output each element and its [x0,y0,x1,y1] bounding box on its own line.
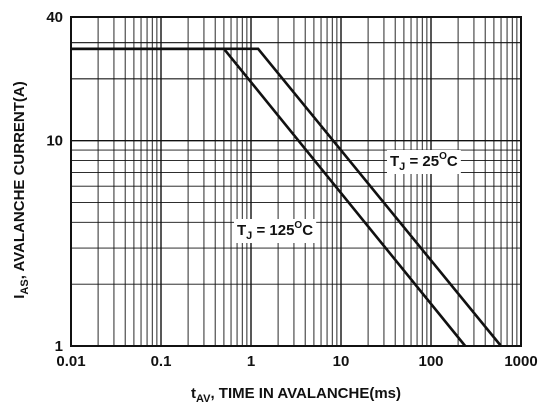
series-label-tj-25: TJ = 25OC [390,151,458,173]
y-tick-label: 40 [46,9,63,26]
x-tick-label: 1 [247,353,255,370]
series-label-tj-125: TJ = 125OC [237,220,313,242]
x-tick-label: 0.1 [151,353,172,370]
x-tick-label: 1000 [504,353,537,370]
series-line-0 [71,47,503,347]
grid [71,17,521,346]
x-tick-label: 100 [418,353,443,370]
tick-labels: 0.01 0.1 1 10 100 1000 1 10 40 [46,9,537,370]
x-axis-title: tAV, TIME IN AVALANCHE(ms) [191,385,401,405]
series-lines [71,47,503,347]
plot-frame [70,16,522,347]
x-tick-label: 10 [333,353,350,370]
series-label-125-background [234,219,317,243]
y-axis-title: IAS, AVALANCHE CURRENT(A) [11,81,31,299]
y-tick-label: 10 [46,133,63,150]
y-tick-label: 1 [55,338,63,355]
x-tick-label: 0.01 [56,353,85,370]
series-label-25-background [387,150,461,174]
series-line-1 [71,47,467,347]
